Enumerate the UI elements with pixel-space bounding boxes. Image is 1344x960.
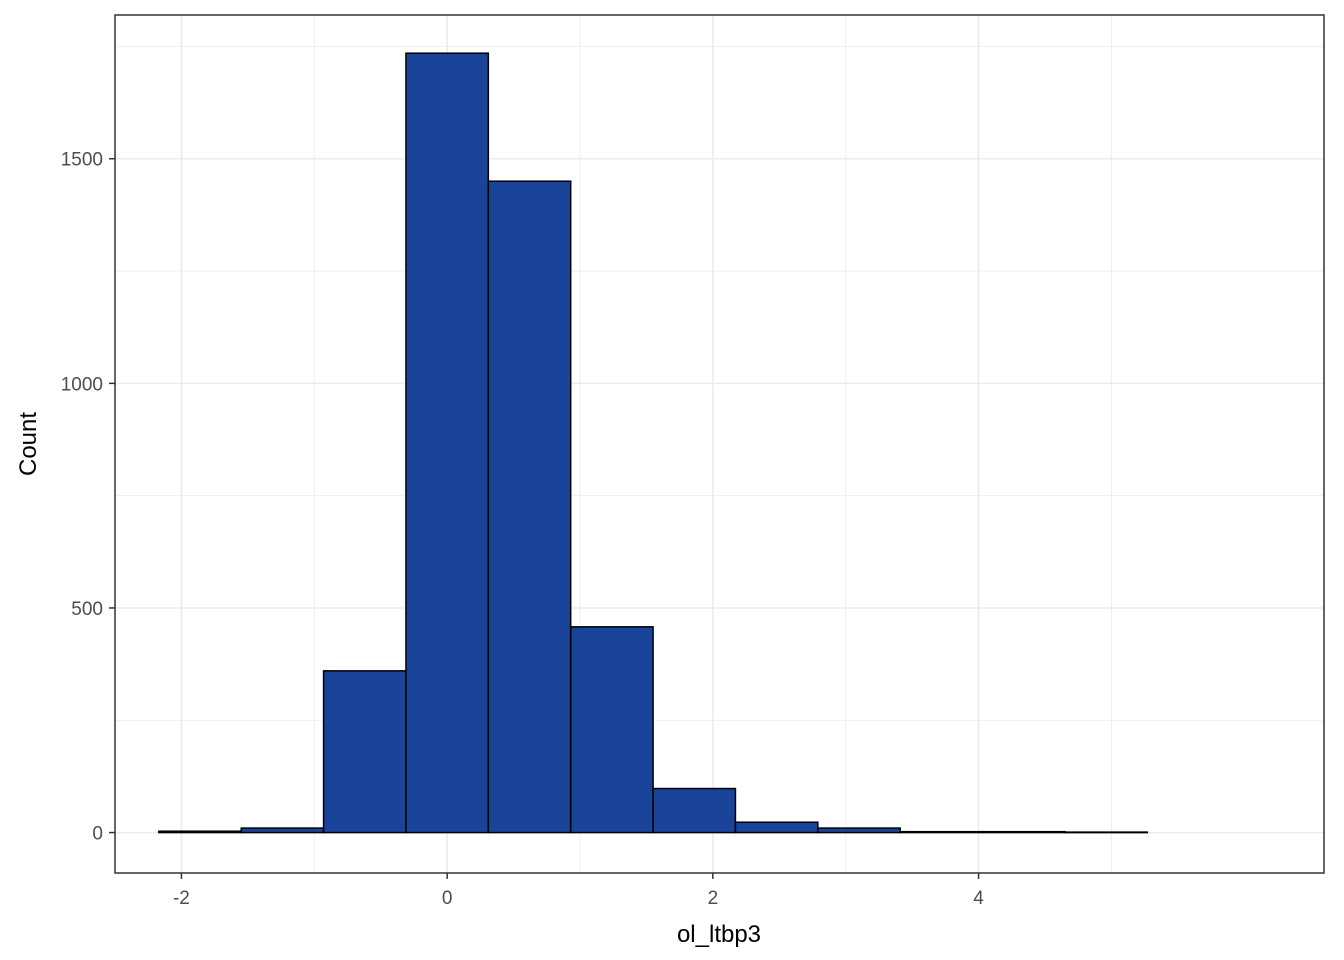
histogram-bar-1 (158, 830, 242, 834)
y-axis-title: Count (15, 412, 42, 476)
y-axis-ticks: 0 500 1000 1500 (61, 150, 115, 845)
x-tick-label: 2 (708, 888, 719, 909)
x-tick-label: 0 (442, 888, 453, 909)
histogram-bar-10 (899, 830, 984, 834)
histogram-bar-9 (817, 827, 901, 834)
y-tick-label: 0 (92, 824, 103, 845)
histogram-bar-11 (981, 830, 1066, 834)
x-tick-label: -2 (173, 888, 190, 909)
panel-border (114, 14, 1325, 874)
histogram-bar-4 (405, 52, 490, 834)
panel-background (115, 15, 1324, 873)
histogram-bar-12 (1064, 831, 1149, 834)
y-tick-label: 1500 (61, 150, 103, 171)
histogram-bar-5 (487, 180, 572, 834)
histogram-bar-8 (734, 821, 819, 834)
histogram-bars (158, 52, 1149, 834)
histogram-bar-6 (569, 626, 654, 834)
y-tick-label: 1000 (61, 374, 103, 395)
x-axis-ticks: -2 0 2 4 (173, 873, 984, 909)
histogram-bar-7 (652, 787, 737, 834)
histogram-bar-3 (322, 670, 407, 834)
histogram-bar-2 (240, 827, 325, 834)
y-tick-label: 500 (71, 599, 103, 620)
x-axis-title: ol_ltbp3 (677, 921, 761, 948)
x-tick-label: 4 (973, 888, 984, 909)
